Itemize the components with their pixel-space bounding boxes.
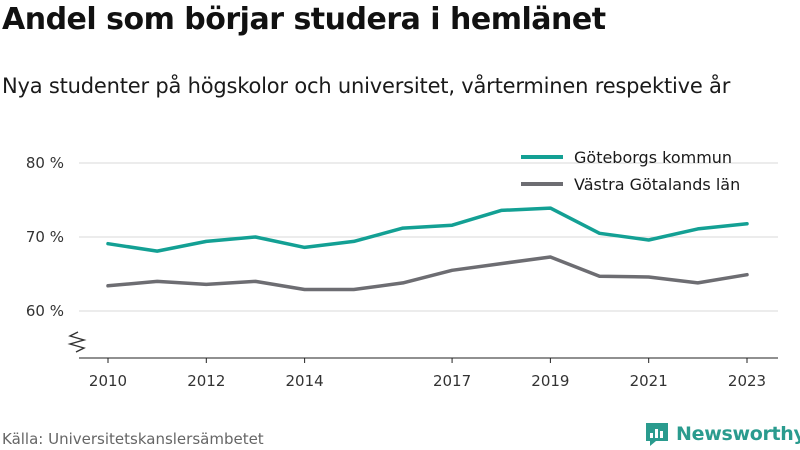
x-tick-label-2014: 2014 xyxy=(286,372,324,390)
x-tick-label-2017: 2017 xyxy=(433,372,471,390)
x-tick-label-2023: 2023 xyxy=(728,372,766,390)
brand-logo[interactable]: Newsworthy xyxy=(644,420,800,448)
series-line-2 xyxy=(106,255,749,292)
x-tick-label-2019: 2019 xyxy=(531,372,569,390)
newsworthy-logo-icon xyxy=(646,423,668,446)
y-tick-label-60: 60 % xyxy=(26,302,64,320)
source-note: Källa: Universitetskanslersämbetet xyxy=(2,430,264,448)
chart-title: Andel som börjar studera i hemlänet xyxy=(2,2,606,37)
series-line-1 xyxy=(106,206,749,253)
x-tick-label-2012: 2012 xyxy=(187,372,225,390)
x-tick-label-2010: 2010 xyxy=(89,372,127,390)
y-tick-label-80: 80 % xyxy=(26,154,64,172)
x-tick-label-2021: 2021 xyxy=(630,372,668,390)
chart-subtitle: Nya studenter på högskolor och universit… xyxy=(2,74,731,98)
y-tick-label-70: 70 % xyxy=(26,228,64,246)
brand-name: Newsworthy xyxy=(676,423,800,445)
legend-label-1: Göteborgs kommun xyxy=(574,148,732,167)
axis-break-icon xyxy=(67,331,87,353)
legend-label-2: Västra Götalands län xyxy=(574,175,740,194)
